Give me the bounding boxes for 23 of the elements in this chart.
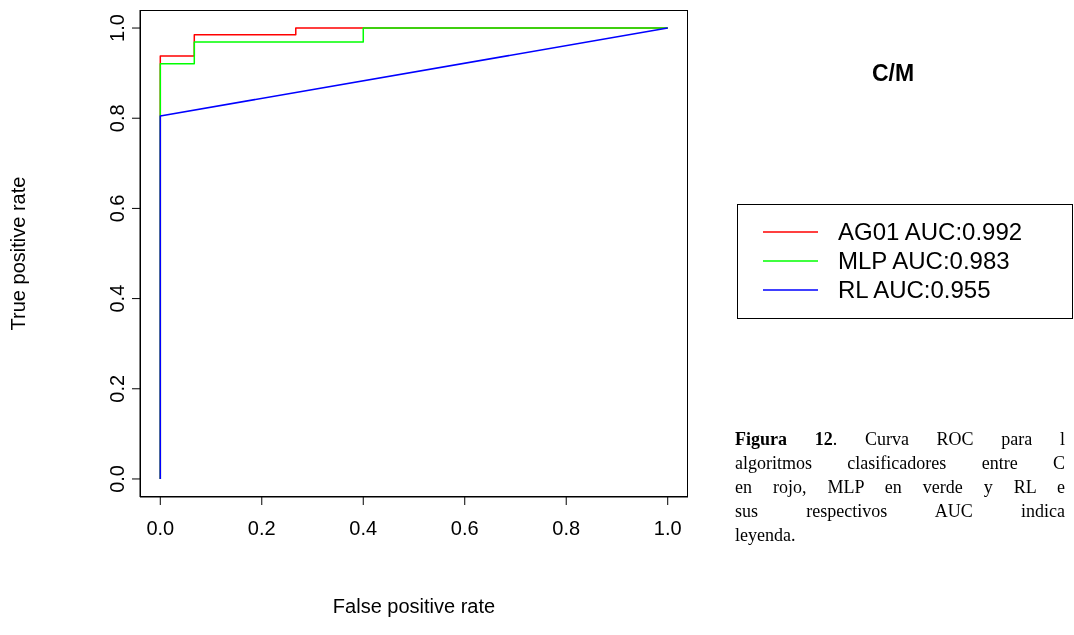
text: Figura 12. Curva ROC para l — [735, 428, 1065, 451]
y-tick-label: 0.8 — [106, 104, 128, 133]
y-tick-label: 0.0 — [106, 465, 128, 493]
text: en rojo, MLP en verde y RL e — [735, 476, 1065, 499]
y-tick-label: 0.2 — [106, 374, 128, 403]
y-tick-label: 1.0 — [106, 14, 128, 42]
x-tick-label: 0.6 — [450, 517, 479, 540]
x-tick-label: 0.0 — [146, 517, 175, 540]
x-tick-label: 0.2 — [247, 517, 276, 540]
text: leyenda. — [735, 524, 797, 547]
y-tick-label: 0.4 — [106, 284, 128, 313]
x-tick-label: 0.4 — [349, 517, 378, 540]
x-axis-title: False positive rate — [332, 595, 496, 617]
x-tick-label: 1.0 — [653, 517, 682, 540]
text: sus respectivos AUC indica — [735, 500, 1065, 523]
x-tick-label: 0.8 — [552, 517, 581, 540]
y-tick-label: 0.6 — [106, 194, 128, 223]
text: C/M — [870, 60, 916, 87]
legend-label: AG01 AUC:0.992 — [838, 217, 1023, 246]
text: algoritmos clasificadores entre C — [735, 452, 1065, 475]
y-axis-title: True positive rate — [7, 176, 30, 331]
legend-label: RL AUC:0.955 — [838, 275, 991, 304]
legend-label: MLP AUC:0.983 — [838, 246, 1010, 275]
